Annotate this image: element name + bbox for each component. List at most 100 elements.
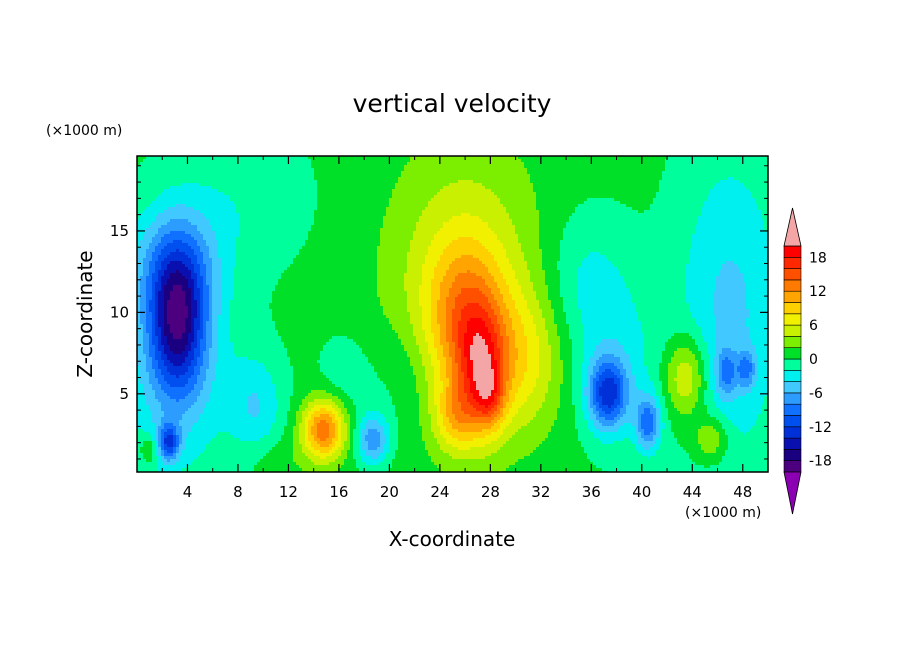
field-cell [347,171,350,174]
field-cell [206,186,209,189]
field-cell [386,168,389,171]
field-cell [683,165,686,168]
field-cell [614,171,617,174]
field-cell [470,195,473,198]
field-cell [455,171,458,174]
field-cell [764,216,767,219]
field-cell [392,204,395,207]
field-cell [305,198,308,201]
field-cell [377,222,380,225]
field-cell [407,219,410,222]
field-cell [263,162,266,165]
field-cell [677,201,680,204]
field-cell [422,189,425,192]
field-cell [617,168,620,171]
field-cell [467,207,470,210]
field-cell [509,174,512,177]
field-cell [224,159,227,162]
field-cell [458,213,461,216]
field-cell [596,177,599,180]
field-cell [578,201,581,204]
field-cell [311,165,314,168]
field-cell [467,174,470,177]
field-cell [236,207,239,210]
field-cell [707,192,710,195]
field-cell [410,165,413,168]
field-cell [671,192,674,195]
field-cell [638,183,641,186]
field-cell [239,159,242,162]
field-cell [539,219,542,222]
field-cell [407,183,410,186]
field-cell [659,159,662,162]
field-cell [317,213,320,216]
field-cell [254,177,257,180]
field-cell [677,165,680,168]
field-cell [407,195,410,198]
field-cell [638,165,641,168]
field-cell [716,180,719,183]
field-cell [698,210,701,213]
field-cell [182,216,185,219]
field-cell [398,183,401,186]
field-cell [461,183,464,186]
field-cell [242,174,245,177]
field-cell [635,198,638,201]
field-cell [503,192,506,195]
field-cell [296,213,299,216]
field-cell [461,201,464,204]
field-cell [608,207,611,210]
field-cell [431,219,434,222]
field-cell [752,177,755,180]
field-cell [323,177,326,180]
field-cell [458,180,461,183]
field-cell [281,195,284,198]
field-cell [140,192,143,195]
field-cell [590,165,593,168]
field-cell [518,213,521,216]
field-cell [302,210,305,213]
field-cell [359,198,362,201]
field-cell [758,201,761,204]
field-cell [632,222,635,225]
field-cell [317,162,320,165]
field-cell [758,219,761,222]
field-cell [320,213,323,216]
field-cell [560,180,563,183]
field-cell [251,189,254,192]
field-cell [368,195,371,198]
field-cell [425,225,428,228]
field-cell [737,183,740,186]
field-cell [152,201,155,204]
field-cell [464,168,467,171]
field-cell [185,168,188,171]
field-cell [221,198,224,201]
field-cell [299,159,302,162]
field-cell [662,159,665,162]
field-cell [194,207,197,210]
field-cell [341,186,344,189]
field-cell [599,213,602,216]
field-cell [752,165,755,168]
field-cell [623,177,626,180]
field-cell [425,171,428,174]
field-cell [638,201,641,204]
field-cell [200,162,203,165]
field-cell [677,168,680,171]
field-cell [536,201,539,204]
field-cell [584,174,587,177]
field-cell [269,180,272,183]
field-cell [464,225,467,228]
field-cell [518,159,521,162]
field-cell [269,216,272,219]
field-cell [350,165,353,168]
field-cell [158,177,161,180]
field-cell [329,189,332,192]
field-cell [755,171,758,174]
field-cell [650,216,653,219]
field-cell [266,195,269,198]
field-cell [335,183,338,186]
field-cell [263,222,266,225]
field-cell [272,195,275,198]
field-cell [332,168,335,171]
